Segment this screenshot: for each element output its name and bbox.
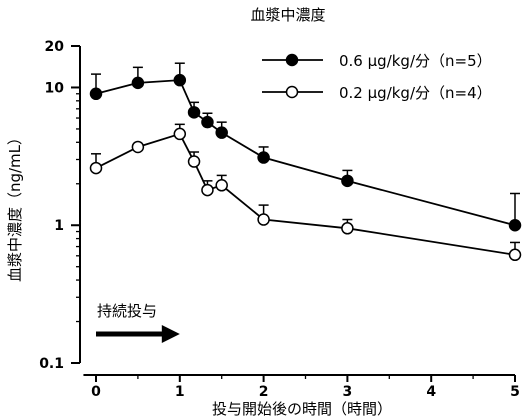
y-tick-label: 1 <box>54 218 64 234</box>
series-high-dose <box>89 62 522 232</box>
series-line <box>95 132 516 256</box>
x-tick-label: 1 <box>175 384 185 400</box>
y-tick-label: 0.1 <box>39 356 64 372</box>
data-point <box>89 161 103 175</box>
data-point <box>341 222 354 235</box>
legend-label: 0.6 μg/kg/分（n=5） <box>339 52 492 70</box>
series-low-dose <box>89 123 522 262</box>
data-point <box>131 76 145 90</box>
chart-title: 血漿中濃度 <box>250 6 325 24</box>
legend-label: 0.2 μg/kg/分（n=4） <box>339 84 492 102</box>
data-point <box>508 248 522 262</box>
legend-entry: 0.6 μg/kg/分（n=5） <box>262 52 492 70</box>
y-axis-title: 血漿中濃度（ng/mL） <box>6 130 24 282</box>
data-point <box>215 179 228 192</box>
y-tick-label: 10 <box>45 80 65 96</box>
data-point <box>215 126 228 139</box>
data-point <box>257 151 270 164</box>
x-tick-label: 0 <box>91 384 101 400</box>
legend-marker <box>285 53 299 67</box>
legend: 0.6 μg/kg/分（n=5） 0.2 μg/kg/分（n=4） <box>262 52 492 102</box>
legend-entry: 0.2 μg/kg/分（n=4） <box>262 84 492 102</box>
x-tick-label: 5 <box>510 384 520 400</box>
series-layer <box>89 62 522 262</box>
data-point <box>131 140 145 154</box>
infusion-label: 持続投与 <box>97 302 157 320</box>
data-point <box>257 213 270 226</box>
x-axis-title: 投与開始後の時間（時間） <box>212 400 392 418</box>
legend-marker <box>285 85 299 99</box>
data-point <box>187 155 201 168</box>
data-point <box>341 174 354 188</box>
data-point <box>187 106 201 119</box>
data-point <box>201 115 214 129</box>
x-tick-label: 4 <box>426 384 436 400</box>
data-point <box>173 127 187 141</box>
data-point <box>508 218 522 232</box>
data-point <box>89 87 103 101</box>
x-tick-label: 2 <box>259 384 269 400</box>
infusion-arrow-head <box>161 325 180 343</box>
axes <box>71 45 516 382</box>
infusion-annotation: 持続投与 <box>96 302 180 343</box>
x-tick-label: 3 <box>343 384 353 400</box>
tick-labels: 0.1 1 10 20 0 1 2 3 4 5 <box>39 39 520 400</box>
data-point <box>201 183 214 197</box>
data-point <box>173 73 187 87</box>
y-tick-label: 20 <box>45 39 65 55</box>
